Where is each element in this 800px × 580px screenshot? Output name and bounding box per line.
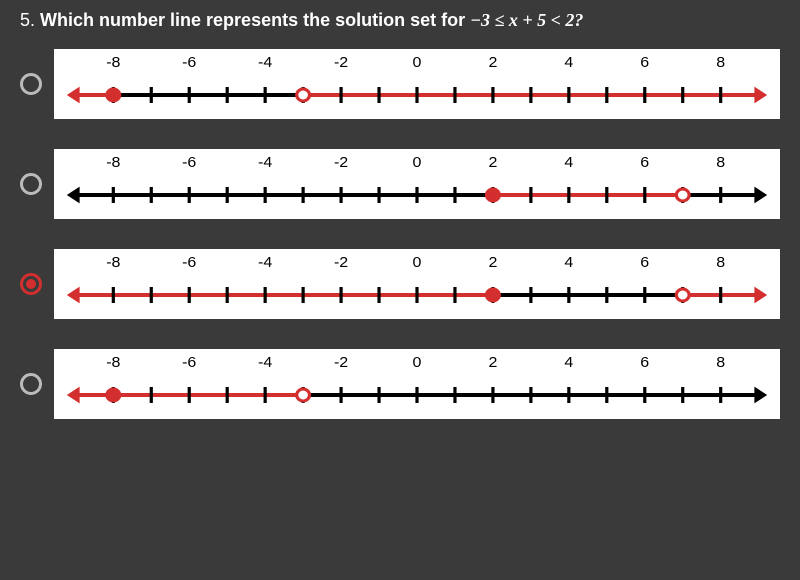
svg-text:4: 4 bbox=[564, 54, 573, 70]
svg-text:0: 0 bbox=[413, 54, 422, 70]
svg-text:-6: -6 bbox=[182, 354, 196, 370]
svg-text:8: 8 bbox=[716, 354, 725, 370]
option-C[interactable]: -8 -6 -4 -2 0 2 4 6 8 bbox=[20, 249, 780, 319]
svg-text:6: 6 bbox=[640, 154, 649, 170]
svg-text:-2: -2 bbox=[334, 54, 348, 70]
option-B[interactable]: -8 -6 -4 -2 0 2 4 6 8 bbox=[20, 149, 780, 219]
svg-text:8: 8 bbox=[716, 254, 725, 270]
svg-text:-6: -6 bbox=[182, 254, 196, 270]
svg-text:6: 6 bbox=[640, 354, 649, 370]
numberline-A: -8 -6 -4 -2 0 2 4 6 8 bbox=[54, 49, 780, 119]
numberline-B: -8 -6 -4 -2 0 2 4 6 8 bbox=[54, 149, 780, 219]
svg-text:4: 4 bbox=[564, 254, 573, 270]
question-expression: −3 ≤ x + 5 < 2? bbox=[470, 10, 583, 30]
svg-text:-8: -8 bbox=[106, 54, 120, 70]
svg-text:8: 8 bbox=[716, 154, 725, 170]
option-A[interactable]: -8 -6 -4 -2 0 2 4 6 8 bbox=[20, 49, 780, 119]
svg-text:-2: -2 bbox=[334, 254, 348, 270]
svg-text:-8: -8 bbox=[106, 354, 120, 370]
svg-text:-8: -8 bbox=[106, 154, 120, 170]
svg-text:-2: -2 bbox=[334, 354, 348, 370]
svg-text:2: 2 bbox=[488, 154, 497, 170]
question-number: 5. bbox=[20, 10, 35, 30]
svg-text:0: 0 bbox=[413, 354, 422, 370]
svg-text:-6: -6 bbox=[182, 154, 196, 170]
radio-option-D[interactable] bbox=[20, 373, 42, 395]
svg-text:2: 2 bbox=[488, 254, 497, 270]
question-text-before: Which number line represents the solutio… bbox=[40, 10, 470, 30]
svg-text:-4: -4 bbox=[258, 354, 273, 370]
radio-option-A[interactable] bbox=[20, 73, 42, 95]
svg-text:4: 4 bbox=[564, 354, 573, 370]
radio-option-B[interactable] bbox=[20, 173, 42, 195]
svg-text:-4: -4 bbox=[258, 254, 273, 270]
svg-text:0: 0 bbox=[413, 254, 422, 270]
question-prompt: 5. Which number line represents the solu… bbox=[20, 10, 780, 31]
option-D[interactable]: -8 -6 -4 -2 0 2 4 6 8 bbox=[20, 349, 780, 419]
numberline-D: -8 -6 -4 -2 0 2 4 6 8 bbox=[54, 349, 780, 419]
svg-text:-8: -8 bbox=[106, 254, 120, 270]
svg-text:6: 6 bbox=[640, 54, 649, 70]
svg-text:-2: -2 bbox=[334, 154, 348, 170]
radio-option-C[interactable] bbox=[20, 273, 42, 295]
svg-text:4: 4 bbox=[564, 154, 573, 170]
svg-text:6: 6 bbox=[640, 254, 649, 270]
svg-text:-4: -4 bbox=[258, 54, 273, 70]
option-list: -8-6-4-202468-8-6-4-202468-8-6-4-202468-… bbox=[20, 49, 780, 419]
svg-text:-6: -6 bbox=[182, 54, 196, 70]
svg-text:8: 8 bbox=[716, 54, 725, 70]
svg-text:2: 2 bbox=[488, 354, 497, 370]
svg-text:2: 2 bbox=[488, 54, 497, 70]
svg-text:0: 0 bbox=[413, 154, 422, 170]
svg-text:-4: -4 bbox=[258, 154, 273, 170]
numberline-C: -8 -6 -4 -2 0 2 4 6 8 bbox=[54, 249, 780, 319]
